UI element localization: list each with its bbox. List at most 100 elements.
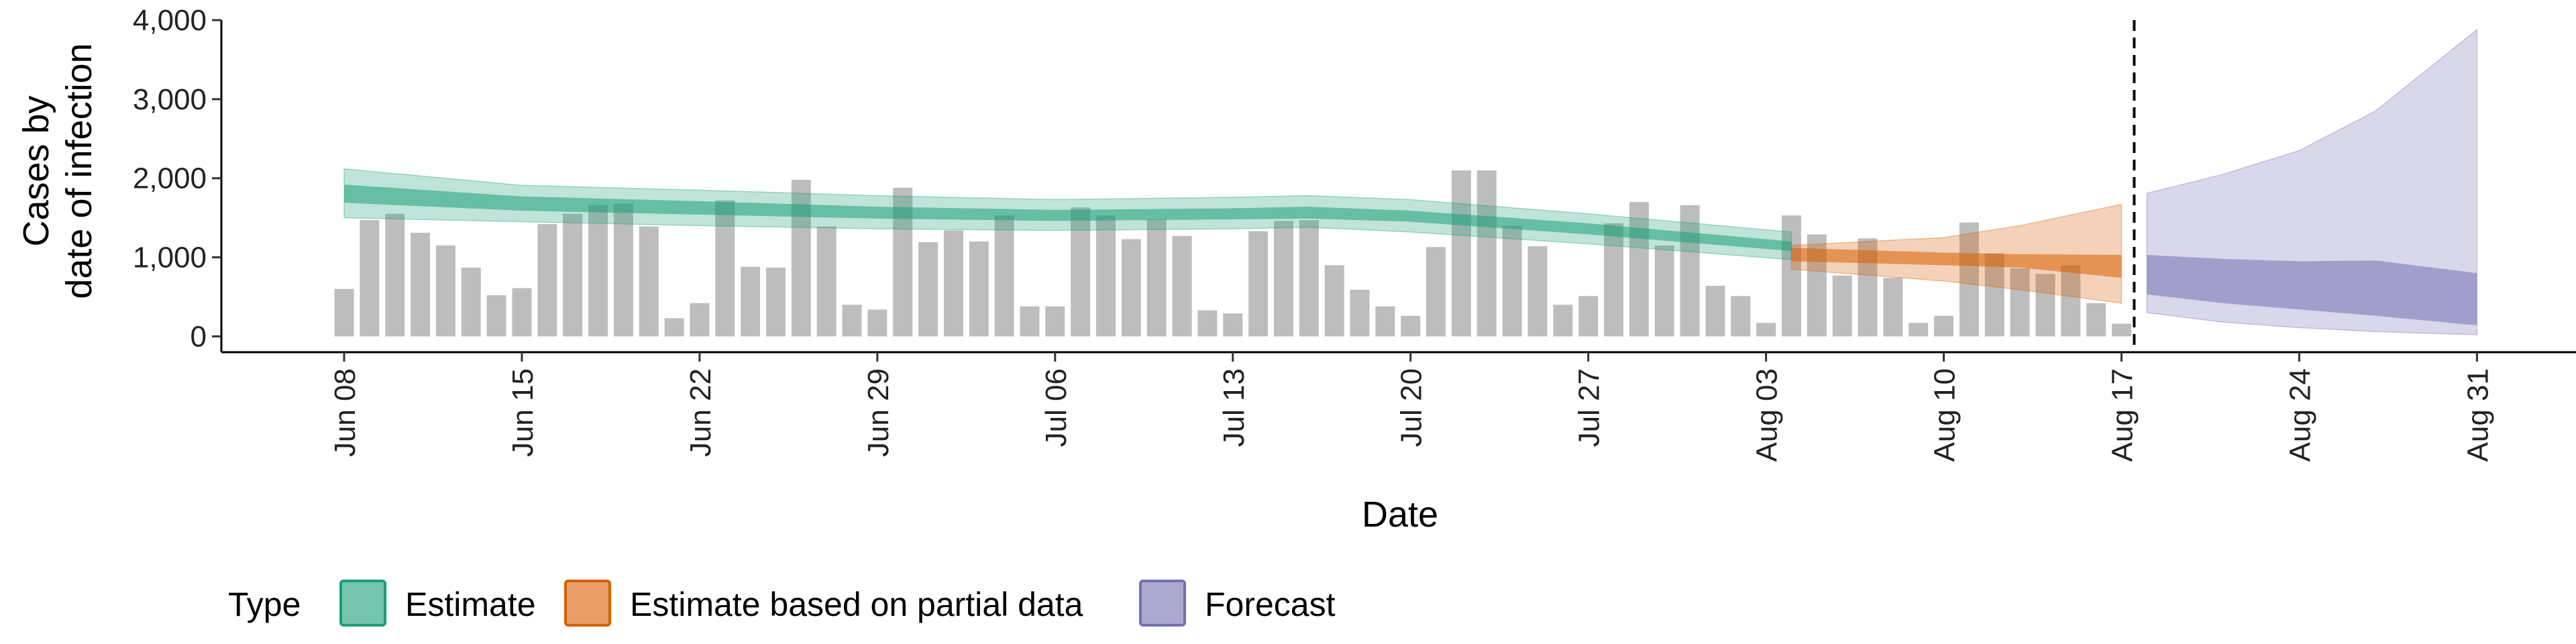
y-axis-title-line2: date of infection — [59, 43, 99, 299]
reported-cases-bar — [1934, 315, 1954, 337]
x-tick-label: Aug 17 — [2106, 368, 2139, 462]
reported-cases-bar — [563, 213, 583, 337]
x-tick-label: Jul 13 — [1218, 368, 1250, 447]
y-tick-label: 4,000 — [133, 4, 207, 37]
reported-cases-bar — [1223, 313, 1243, 337]
reported-cases-bar — [2010, 268, 2030, 337]
forecast-band-50 — [2147, 255, 2477, 325]
reported-cases-bar — [1502, 225, 1522, 337]
reported-cases-bar — [2035, 274, 2055, 337]
legend-title: Type — [228, 586, 301, 623]
reported-cases-bar — [1781, 215, 1801, 337]
reported-cases-bar — [1273, 221, 1293, 337]
x-tick-label: Aug 31 — [2461, 368, 2494, 462]
legend-key-estimate-based-on-partial-data — [564, 580, 611, 627]
estimate-band-50 — [344, 184, 1792, 252]
x-tick-label: Jun 29 — [862, 368, 895, 457]
reported-cases-bars — [334, 170, 2131, 337]
reported-cases-bar — [486, 295, 506, 337]
reported-cases-bar — [1071, 207, 1091, 337]
reported-cases-bar — [1401, 315, 1421, 337]
reported-cases-bar — [2086, 303, 2106, 337]
x-tick-label: Aug 10 — [1929, 368, 1962, 462]
reported-cases-bar — [842, 305, 862, 337]
reported-cases-bar — [1172, 235, 1192, 337]
reported-cases-bar — [918, 242, 938, 337]
y-tick-label: 0 — [191, 320, 207, 353]
reported-cases-bar — [360, 220, 380, 337]
reported-cases-bar — [512, 288, 532, 337]
x-tick-label: Jul 27 — [1573, 368, 1606, 447]
reported-cases-bar — [1731, 296, 1751, 337]
reported-cases-bar — [1477, 170, 1497, 337]
x-tick-label: Aug 24 — [2284, 368, 2316, 462]
reported-cases-bar — [1045, 306, 1065, 337]
reported-cases-bar — [1553, 305, 1573, 337]
reported-cases-bar — [1909, 323, 1929, 337]
legend-label: Estimate based on partial data — [630, 586, 1083, 623]
y-tick-label: 2,000 — [133, 162, 207, 195]
reported-cases-bar — [1121, 239, 1141, 337]
reported-cases-bar — [741, 266, 761, 337]
reported-cases-bar — [613, 203, 633, 337]
x-tick-label: Jul 06 — [1040, 368, 1073, 447]
y-axis-title-line1: Cases by — [16, 95, 56, 246]
x-tick-label: Jun 08 — [329, 368, 362, 457]
reported-cases-bar — [461, 267, 481, 337]
reported-cases-bar — [867, 309, 888, 337]
estimate-based-on-partial-data-band-50 — [1791, 248, 2122, 278]
x-tick-label: Aug 03 — [1751, 368, 1784, 462]
reported-cases-bar — [334, 288, 354, 337]
reported-cases-bar — [2112, 323, 2131, 337]
reported-cases-bar — [1604, 223, 1623, 337]
reported-cases-bar — [1350, 289, 1370, 337]
reported-cases-bar — [664, 318, 684, 337]
reported-cases-bar — [1299, 220, 1319, 337]
reported-cases-bar — [385, 213, 405, 337]
x-tick-label: Jun 22 — [684, 368, 717, 457]
reported-cases-bar — [1654, 245, 1674, 337]
reported-cases-bar — [1959, 222, 1979, 337]
legend-label: Estimate — [405, 586, 536, 623]
y-tick-label: 1,000 — [133, 241, 207, 274]
reported-cases-bar — [1578, 296, 1599, 337]
legend-label: Forecast — [1205, 586, 1336, 623]
x-tick-label: Jun 15 — [506, 368, 539, 457]
reported-cases-bar — [816, 226, 837, 337]
reported-cases-bar — [1096, 215, 1116, 337]
reported-cases-bar — [1197, 310, 1218, 337]
legend-key-estimate — [339, 580, 386, 627]
reported-cases-bar — [1146, 219, 1167, 337]
reported-cases-bar — [1756, 323, 1776, 337]
reported-cases-bar — [537, 224, 557, 337]
reported-cases-bar — [1883, 278, 1903, 337]
reported-cases-bar — [1375, 306, 1395, 337]
x-axis-title: Date — [1362, 494, 1438, 535]
legend: Type Estimate Estimate based on partial d… — [228, 580, 1336, 627]
reported-cases-bar — [969, 241, 989, 337]
reported-cases-bar — [690, 303, 710, 337]
reported-cases-bar — [1984, 253, 2004, 337]
forecast-band-90 — [2146, 28, 2478, 335]
reported-cases-bar — [715, 200, 735, 337]
reported-cases-bar — [639, 226, 659, 337]
reported-cases-bar — [765, 267, 786, 337]
reported-cases-bar — [943, 230, 963, 337]
x-tick-label: Jul 20 — [1395, 368, 1428, 447]
reported-cases-bar — [1248, 231, 1269, 337]
axes: 0 1,000 2,000 3,000 4,000 Jun 08 Jun 15 Jun 22 J… — [133, 4, 2576, 462]
reported-cases-bar — [2061, 265, 2081, 337]
legend-key-forecast — [1139, 580, 1186, 627]
reported-cases-bar — [1324, 265, 1344, 337]
reported-cases-bar — [1629, 202, 1649, 337]
reported-cases-bar — [1527, 246, 1548, 337]
estimate-bands — [343, 28, 2478, 335]
reported-cases-bar — [1426, 247, 1446, 337]
reported-cases-bar — [1832, 275, 1852, 337]
reported-cases-bar — [1451, 170, 1471, 337]
reported-cases-bar — [1680, 205, 1700, 337]
reported-cases-bar — [411, 233, 431, 337]
reported-cases-bar — [1705, 286, 1725, 337]
